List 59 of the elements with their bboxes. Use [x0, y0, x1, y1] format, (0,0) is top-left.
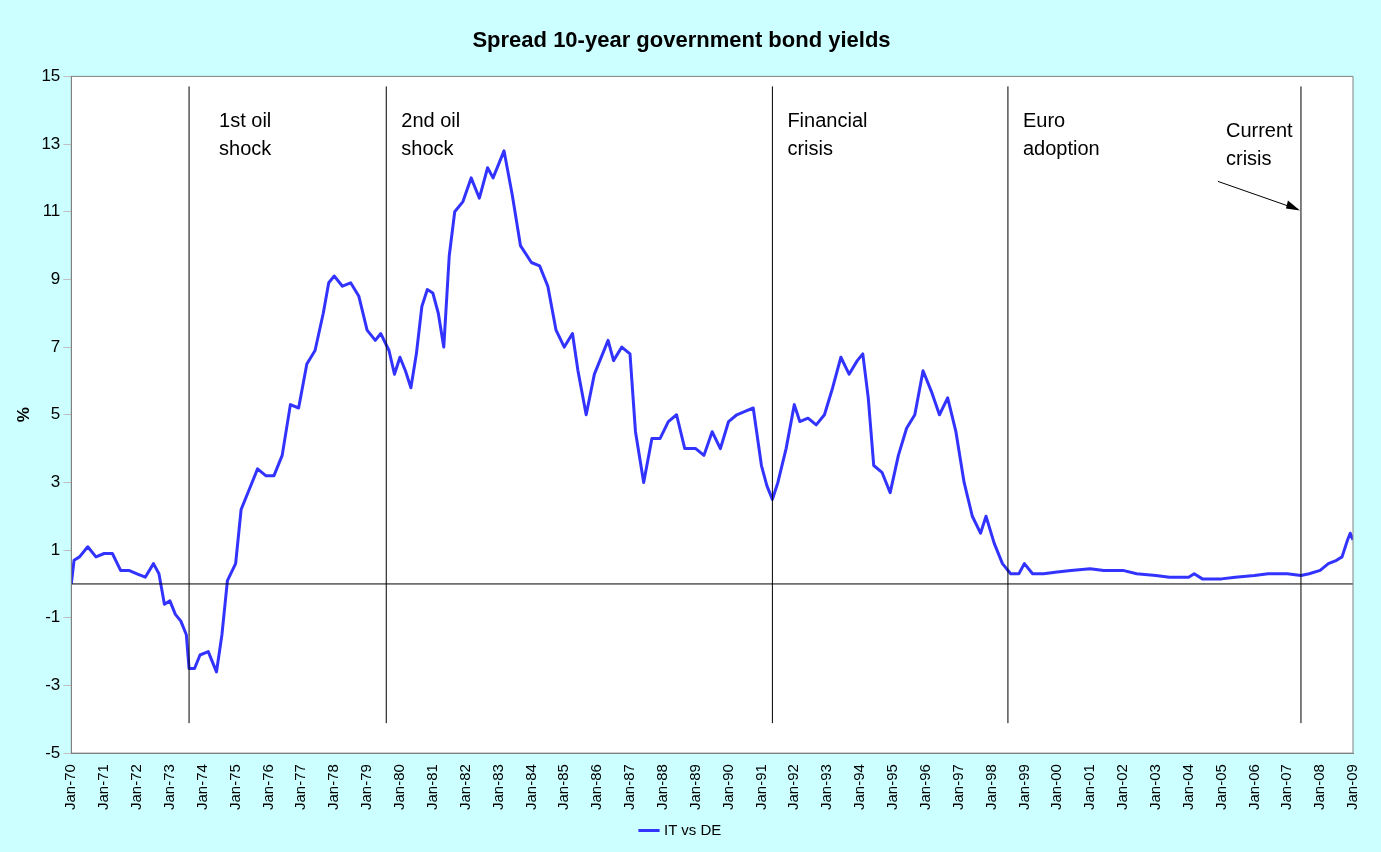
- x-tick-label: Jan-76: [258, 764, 276, 811]
- y-tick-label: 5: [50, 404, 61, 424]
- x-tick-label: Jan-71: [94, 764, 112, 811]
- ref-line-label: 1st oil shock: [219, 108, 273, 159]
- y-tick-label: 15: [41, 66, 61, 86]
- y-tick-label: -3: [45, 675, 61, 695]
- x-tick-label: Jan-03: [1145, 764, 1163, 811]
- ref-line-label: Current crisis: [1225, 118, 1294, 169]
- x-tick-label: Jan-96: [915, 764, 933, 811]
- x-tick-label: Jan-91: [751, 764, 769, 811]
- y-tick-label: 13: [41, 133, 61, 153]
- x-tick-label: Jan-72: [127, 764, 145, 811]
- x-tick-label: Jan-08: [1310, 764, 1328, 811]
- x-tick-label: Jan-94: [850, 764, 868, 811]
- ref-line-label: 2nd oil shock: [401, 108, 461, 159]
- x-tick-label: Jan-07: [1277, 764, 1295, 811]
- x-tick-label: Jan-02: [1113, 764, 1131, 811]
- x-tick-label: Jan-74: [192, 764, 210, 811]
- x-tick-label: Jan-77: [291, 764, 309, 811]
- x-tick-label: Jan-86: [587, 764, 605, 811]
- x-tick-label: Jan-97: [948, 764, 966, 811]
- x-tick-label: Jan-90: [718, 764, 736, 811]
- x-tick-label: Jan-80: [390, 764, 408, 811]
- y-tick-label: 9: [50, 269, 61, 289]
- x-tick-label: Jan-99: [1014, 764, 1032, 811]
- ref-line-label: Euro adoption: [1022, 108, 1100, 159]
- ref-line-label: Financial crisis: [787, 108, 868, 159]
- x-tick-label: Jan-73: [160, 764, 178, 811]
- y-tick-label: 11: [42, 201, 61, 221]
- x-tick-label: Jan-87: [620, 764, 638, 811]
- x-tick-label: Jan-75: [225, 764, 243, 811]
- x-tick-label: Jan-81: [422, 764, 440, 811]
- x-tick-label: Jan-79: [357, 764, 375, 811]
- x-tick-label: Jan-78: [324, 764, 342, 811]
- y-tick-label: 7: [50, 336, 61, 356]
- y-tick-label: 3: [50, 472, 61, 492]
- y-tick-label: -1: [45, 607, 61, 627]
- x-tick-label: Jan-06: [1244, 764, 1262, 811]
- x-tick-label: Jan-85: [554, 764, 572, 811]
- y-axis-title: %: [13, 407, 33, 423]
- legend-label: IT vs DE: [664, 820, 722, 838]
- x-tick-label: Jan-70: [61, 764, 79, 811]
- y-tick-label: 1: [50, 539, 61, 559]
- x-tick-label: Jan-98: [981, 764, 999, 811]
- x-tick-label: Jan-05: [1211, 764, 1229, 811]
- x-tick-label: Jan-92: [784, 764, 802, 811]
- x-tick-label: Jan-09: [1343, 764, 1361, 811]
- x-tick-label: Jan-82: [455, 764, 473, 811]
- x-tick-label: Jan-93: [817, 764, 835, 811]
- x-tick-label: Jan-84: [521, 764, 539, 811]
- x-tick-label: Jan-88: [653, 764, 670, 811]
- x-tick-label: Jan-00: [1047, 764, 1065, 811]
- x-tick-label: Jan-95: [883, 764, 901, 811]
- x-tick-label: Jan-83: [488, 764, 506, 811]
- x-tick-label: Jan-01: [1080, 764, 1098, 811]
- chart-title: Spread 10-year government bond yields: [472, 27, 891, 53]
- x-tick-label: Jan-04: [1178, 764, 1196, 811]
- x-tick-label: Jan-89: [685, 764, 703, 811]
- y-tick-label: -5: [45, 742, 61, 762]
